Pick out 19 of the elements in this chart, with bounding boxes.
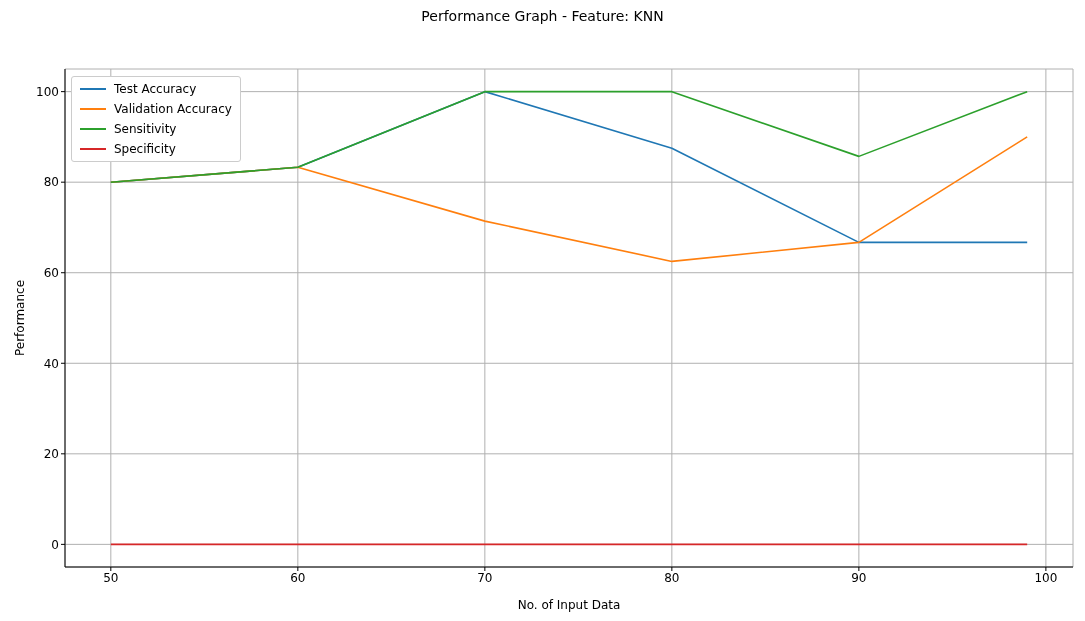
y-tick-label: 60 [43, 265, 59, 280]
x-tick-label: 100 [1034, 570, 1058, 585]
legend-label: Validation Accuracy [114, 101, 232, 118]
x-tick-label: 90 [851, 570, 867, 585]
y-tick-label: 20 [43, 447, 59, 462]
y-axis-title: Performance [13, 279, 27, 357]
x-tick-label: 80 [664, 570, 680, 585]
legend-label: Specificity [114, 141, 176, 158]
x-axis-title: No. of Input Data [517, 598, 621, 612]
y-tick-label: 80 [43, 175, 59, 190]
x-tick-label: 70 [477, 570, 493, 585]
x-tick-label: 60 [290, 570, 306, 585]
chart-title: Performance Graph - Feature: KNN [420, 8, 665, 26]
x-tick-label: 50 [103, 570, 119, 585]
y-tick-label: 0 [51, 537, 59, 552]
y-tick-label: 40 [43, 356, 59, 371]
y-tick-label: 100 [36, 84, 59, 99]
legend-label: Test Accuracy [114, 81, 197, 98]
legend-label: Sensitivity [114, 121, 177, 138]
